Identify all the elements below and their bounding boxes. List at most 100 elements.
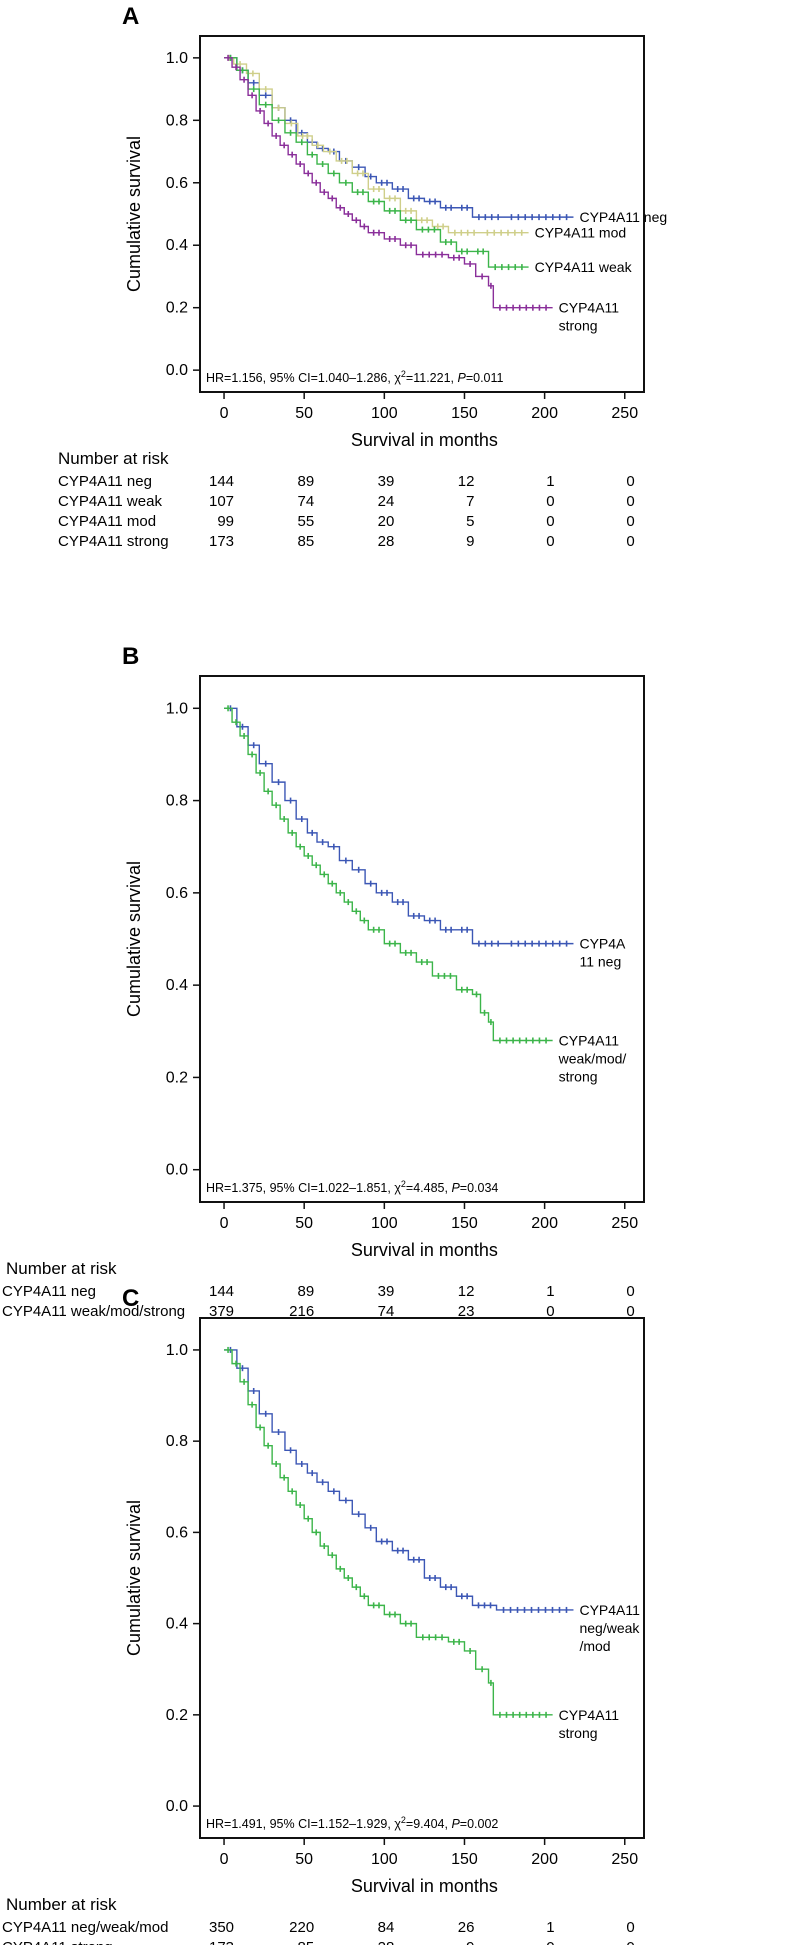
series-label: CYP4A 11 neg	[579, 936, 626, 970]
x-tick-label: 100	[371, 405, 398, 422]
risk-value: 26	[458, 1919, 475, 1936]
series-cyp4a11-neg-weak-mod	[224, 1346, 574, 1613]
hr-text-2: =9.404,	[406, 1817, 452, 1831]
risk-value: 220	[289, 1919, 314, 1936]
series-label-line: CYP4A11 neg	[579, 209, 667, 225]
survival-curve	[224, 707, 553, 1042]
risk-value: 0	[626, 513, 634, 530]
chi-square-superscript: 2	[401, 1179, 406, 1189]
risk-value: 0	[546, 1303, 554, 1320]
risk-value: 379	[209, 1303, 234, 1320]
risk-value: 12	[458, 1283, 475, 1300]
series-label-line: neg/weak	[579, 1620, 640, 1636]
series-label-line: CYP4A	[579, 936, 626, 952]
series-label: CYP4A11 weak/mod/strong	[558, 1033, 627, 1085]
series-cyp4a11-mod	[224, 54, 529, 236]
risk-value: 107	[209, 493, 234, 510]
panel-a: A 0.0 0.2 0.4 0.6 0.8 1.0 0 50 100 150 200 250 Surviv…	[0, 0, 796, 640]
chi-square-superscript: 2	[401, 1815, 406, 1825]
panel-letter: A	[122, 3, 139, 30]
x-tick-label: 0	[220, 405, 229, 422]
risk-value: 28	[378, 1939, 395, 1945]
series-label-line: CYP4A11	[559, 300, 620, 316]
plot-frame	[199, 35, 645, 393]
x-tick-label: 0	[220, 1851, 229, 1868]
y-axis-title: Cumulative survival	[124, 861, 144, 1017]
risk-value: 144	[209, 1283, 234, 1300]
risk-value: 144	[209, 473, 234, 490]
y-axis-title: Cumulative survival	[124, 136, 144, 292]
series-label-line: weak/mod/	[558, 1051, 627, 1067]
series-cyp4a11-strong	[224, 54, 553, 311]
x-tick-label: 100	[371, 1851, 398, 1868]
y-tick-label: 0.0	[166, 1162, 188, 1179]
risk-value: 7	[466, 493, 474, 510]
x-tick-label: 250	[611, 1215, 638, 1232]
km-chart-a: A0.00.20.40.60.81.00 50 100 150 200 250Surviv…	[58, 3, 667, 550]
risk-row-label: CYP4A11 weak	[58, 493, 162, 510]
km-chart-c: C0.00.20.40.60.81.00 50 100 150 200 250Surviv…	[2, 1285, 645, 1945]
series-label: CYP4A11 mod	[535, 225, 627, 241]
y-tick-label: 0.4	[166, 1616, 188, 1633]
x-tick-label: 50	[295, 1851, 313, 1868]
risk-value: 24	[378, 493, 395, 510]
p-value: =0.002	[460, 1817, 499, 1831]
y-tick-label: 0.6	[166, 885, 188, 902]
risk-value: 173	[209, 1939, 234, 1945]
risk-value: 89	[298, 473, 315, 490]
risk-value: 74	[298, 493, 315, 510]
risk-row-label: CYP4A11 strong	[58, 533, 169, 550]
series-label-line: strong	[559, 318, 598, 334]
series-label: CYP4A11 strong	[559, 300, 620, 334]
risk-value: 28	[378, 533, 395, 550]
survival-curve	[224, 57, 529, 268]
y-tick-label: 1.0	[166, 700, 188, 717]
p-label: P	[457, 371, 466, 385]
risk-table-title: Number at risk	[6, 1259, 117, 1278]
chi-square-superscript: 2	[401, 369, 406, 379]
series-label-line: strong	[559, 1069, 598, 1085]
risk-value: 0	[626, 1303, 634, 1320]
series-label-line: CYP4A11 weak	[535, 259, 633, 275]
risk-value: 23	[458, 1303, 475, 1320]
risk-value: 84	[378, 1919, 395, 1936]
p-value: =0.011	[466, 371, 504, 385]
risk-row-label: CYP4A11 neg	[2, 1283, 96, 1300]
plot-frame	[199, 675, 645, 1203]
x-tick-label: 150	[451, 1851, 478, 1868]
series-label: CYP4A11 neg	[579, 209, 667, 225]
series-label-line: 11 neg	[579, 954, 621, 970]
risk-value: 89	[298, 1283, 315, 1300]
x-tick-label: 200	[531, 1215, 558, 1232]
risk-table-title: Number at risk	[6, 1895, 117, 1914]
risk-value: 0	[626, 1939, 634, 1945]
series-cyp4a11-weak-mod-strong	[224, 705, 553, 1044]
risk-value: 0	[626, 533, 634, 550]
hr-annotation: HR=1.491, 95% CI=1.152–1.929, χ2=9.404, …	[206, 1815, 498, 1831]
x-tick-label: 150	[451, 405, 478, 422]
x-tick-label: 0	[220, 1215, 229, 1232]
x-axis-title: Survival in months	[351, 1240, 498, 1260]
risk-value: 350	[209, 1919, 234, 1936]
risk-value: 1	[546, 1283, 554, 1300]
risk-row-label: CYP4A11 strong	[2, 1939, 113, 1945]
x-tick-label: 250	[611, 1851, 638, 1868]
risk-value: 5	[466, 513, 474, 530]
series-cyp4a11-strong	[224, 1346, 553, 1718]
x-tick-label: 100	[371, 1215, 398, 1232]
series-label-line: strong	[559, 1725, 598, 1741]
panel-c: C 0.0 0.2 0.4 0.6 0.8 1.0 0 50 100 150 200 250 Surviv…	[0, 1280, 796, 1945]
x-axis-title: Survival in months	[351, 430, 498, 450]
series-cyp4a11-weak	[224, 54, 529, 271]
risk-value: 0	[626, 1919, 634, 1936]
y-tick-label: 0.4	[166, 237, 188, 254]
series-label-line: CYP4A11 mod	[535, 225, 627, 241]
survival-curve	[224, 1349, 574, 1611]
p-label: P	[451, 1817, 460, 1831]
risk-value: 39	[378, 473, 395, 490]
risk-value: 39	[378, 1283, 395, 1300]
series-cyp4a11-neg	[224, 705, 574, 947]
x-tick-label: 150	[451, 1215, 478, 1232]
panel-letter: B	[122, 643, 139, 670]
risk-value: 74	[378, 1303, 395, 1320]
